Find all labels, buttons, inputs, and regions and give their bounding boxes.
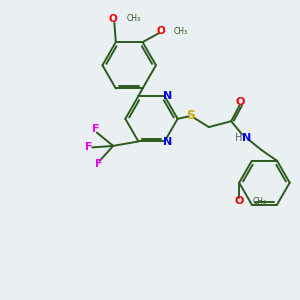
Text: N: N <box>163 91 172 100</box>
Text: CH₃: CH₃ <box>253 197 267 206</box>
Text: N: N <box>163 137 172 147</box>
Text: S: S <box>187 109 196 122</box>
Text: O: O <box>235 196 244 206</box>
Text: O: O <box>236 97 245 106</box>
Text: CH₃: CH₃ <box>127 14 141 23</box>
Text: H: H <box>235 133 242 143</box>
Text: F: F <box>85 142 92 152</box>
Text: CH₃: CH₃ <box>174 27 188 36</box>
Text: N: N <box>242 133 251 143</box>
Text: O: O <box>109 14 117 24</box>
Text: O: O <box>156 26 165 36</box>
Text: F: F <box>94 159 102 169</box>
Text: F: F <box>92 124 99 134</box>
